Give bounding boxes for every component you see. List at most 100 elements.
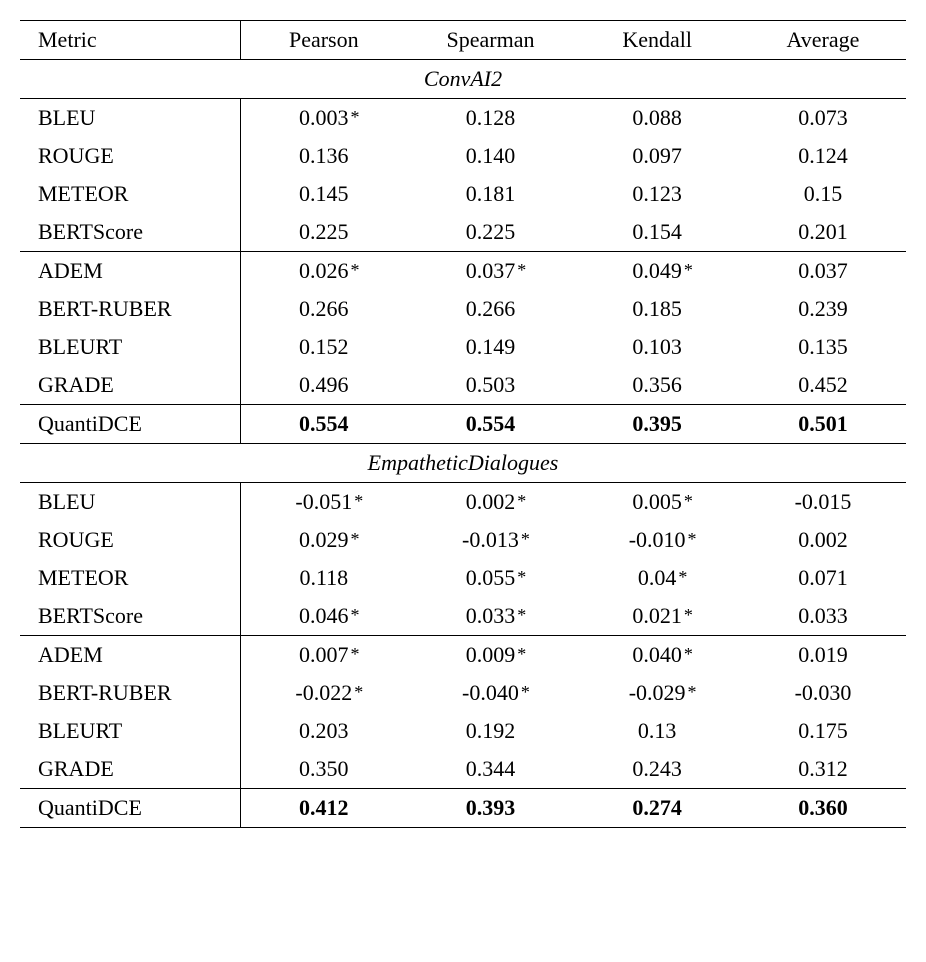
cell-value: 0.225 xyxy=(466,219,516,245)
table-cell: -0.030 xyxy=(740,674,906,712)
table-row: ROUGE0.029*-0.013*-0.010*0.002 xyxy=(20,521,906,559)
significance-star-icon: * xyxy=(354,682,363,703)
table-cell: 0.040* xyxy=(574,636,740,675)
cell-value: 0.124 xyxy=(798,143,848,169)
table-cell: -0.015 xyxy=(740,483,906,522)
table-cell: 0.145 xyxy=(240,175,406,213)
table-row: METEOR0.1450.1810.1230.15 xyxy=(20,175,906,213)
cell-value: 0.021* xyxy=(632,603,682,629)
table-cell: 0.501 xyxy=(740,405,906,444)
table-cell: 0.128 xyxy=(407,99,575,138)
table-row: BLEURT0.1520.1490.1030.135 xyxy=(20,328,906,366)
metric-name: GRADE xyxy=(20,366,240,405)
metric-name: BLEURT xyxy=(20,712,240,750)
table-cell: 0.049* xyxy=(574,252,740,291)
significance-star-icon: * xyxy=(354,491,363,512)
table-cell: 0.029* xyxy=(240,521,406,559)
table-row: QuantiDCE0.4120.3930.2740.360 xyxy=(20,789,906,828)
significance-star-icon: * xyxy=(688,682,697,703)
table-cell: 0.135 xyxy=(740,328,906,366)
metric-name: QuantiDCE xyxy=(20,405,240,444)
cell-value: 0.274 xyxy=(632,795,682,821)
cell-value: 0.128 xyxy=(466,105,516,131)
table-cell: 0.149 xyxy=(407,328,575,366)
cell-value: 0.037 xyxy=(798,258,848,284)
table-cell: -0.051* xyxy=(240,483,406,522)
cell-value: 0.554 xyxy=(299,411,349,437)
table-body: ConvAI2BLEU0.003*0.1280.0880.073ROUGE0.1… xyxy=(20,60,906,828)
cell-value: 0.412 xyxy=(299,795,349,821)
significance-star-icon: * xyxy=(688,529,697,550)
table-cell: 0.033 xyxy=(740,597,906,636)
cell-value: 0.360 xyxy=(798,795,848,821)
metric-name: BLEU xyxy=(20,99,240,138)
table-row: GRADE0.3500.3440.2430.312 xyxy=(20,750,906,789)
table-cell: 0.002* xyxy=(407,483,575,522)
metric-name: BERT-RUBER xyxy=(20,674,240,712)
cell-value: -0.015 xyxy=(795,489,852,515)
table-cell: 0.005* xyxy=(574,483,740,522)
cell-value: 0.037* xyxy=(466,258,516,284)
table-cell: 0.037* xyxy=(407,252,575,291)
significance-star-icon: * xyxy=(517,605,526,626)
cell-value: 0.007* xyxy=(299,642,349,668)
cell-value: 0.005* xyxy=(632,489,682,515)
cell-value: 0.243 xyxy=(632,756,682,782)
table-cell: 0.225 xyxy=(240,213,406,252)
table-cell: 0.554 xyxy=(407,405,575,444)
metric-name: GRADE xyxy=(20,750,240,789)
cell-value: 0.002* xyxy=(466,489,516,515)
cell-value: 0.185 xyxy=(632,296,682,322)
cell-value: 0.088 xyxy=(632,105,682,131)
table-row: BLEURT 0.203 0.192 0.13 0.175 xyxy=(20,712,906,750)
table-row: QuantiDCE 0.554 0.554 0.395 0.501 xyxy=(20,405,906,444)
metric-name: BERTScore xyxy=(20,213,240,252)
table-cell: 0.360 xyxy=(740,789,906,828)
cell-value: -0.029* xyxy=(629,680,686,706)
section-title: ConvAI2 xyxy=(20,60,906,99)
cell-value: 0.154 xyxy=(632,219,682,245)
cell-value: 0.135 xyxy=(798,334,848,360)
significance-star-icon: * xyxy=(517,567,526,588)
cell-value: 0.203 xyxy=(299,718,349,744)
table-cell: 0.13 xyxy=(574,712,740,750)
cell-value: 0.13 xyxy=(638,718,677,744)
significance-star-icon: * xyxy=(521,682,530,703)
metric-name: METEOR xyxy=(20,559,240,597)
table-cell: 0.097 xyxy=(574,137,740,175)
table-cell: 0.201 xyxy=(740,213,906,252)
metric-name: ADEM xyxy=(20,252,240,291)
table-cell: 0.393 xyxy=(407,789,575,828)
table-cell: 0.312 xyxy=(740,750,906,789)
metric-name: ADEM xyxy=(20,636,240,675)
cell-value: 0.15 xyxy=(804,181,843,207)
significance-star-icon: * xyxy=(517,491,526,512)
cell-value: 0.181 xyxy=(466,181,516,207)
cell-value: 0.554 xyxy=(466,411,516,437)
table-cell: 0.15 xyxy=(740,175,906,213)
table-cell: 0.140 xyxy=(407,137,575,175)
table-cell: 0.124 xyxy=(740,137,906,175)
metric-name: METEOR xyxy=(20,175,240,213)
cell-value: 0.192 xyxy=(466,718,516,744)
table-cell: 0.412 xyxy=(240,789,406,828)
table-cell: 0.266 xyxy=(407,290,575,328)
cell-value: 0.175 xyxy=(798,718,848,744)
cell-value: 0.501 xyxy=(798,411,848,437)
table-cell: 0.225 xyxy=(407,213,575,252)
table-cell: 0.503 xyxy=(407,366,575,405)
table-cell: 0.073 xyxy=(740,99,906,138)
table-cell: 0.026* xyxy=(240,252,406,291)
cell-value: 0.029* xyxy=(299,527,349,553)
table-cell: 0.203 xyxy=(240,712,406,750)
cell-value: 0.225 xyxy=(299,219,349,245)
cell-value: 0.055* xyxy=(466,565,516,591)
cell-value: 0.395 xyxy=(632,411,682,437)
header-pearson: Pearson xyxy=(240,21,406,60)
cell-value: 0.136 xyxy=(299,143,349,169)
table-cell: 0.181 xyxy=(407,175,575,213)
significance-star-icon: * xyxy=(351,644,360,665)
table-cell: 0.002 xyxy=(740,521,906,559)
cell-value: -0.013* xyxy=(462,527,519,553)
table-cell: 0.243 xyxy=(574,750,740,789)
